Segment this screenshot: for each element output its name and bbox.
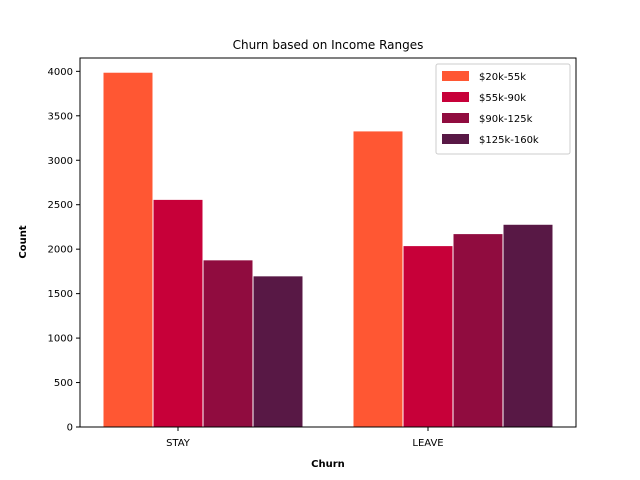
legend-swatch — [442, 71, 469, 81]
y-tick-label: 0 — [67, 423, 73, 434]
legend-label: $125k-160k — [479, 135, 539, 146]
legend-label: $20k-55k — [479, 72, 526, 83]
legend: $20k-55k $55k-90k $90k-125k $125k-160k — [435, 63, 571, 155]
y-tick-label: 2000 — [48, 245, 73, 256]
y-axis: 0 500 1000 1500 2000 2500 3000 3500 4000 — [48, 67, 80, 434]
x-tick-label: LEAVE — [412, 438, 443, 449]
y-tick-label: 500 — [54, 378, 73, 389]
y-tick-label: 1500 — [48, 289, 73, 300]
x-tick-label: STAY — [166, 438, 191, 449]
x-axis-title: Churn — [311, 459, 345, 470]
bar — [452, 233, 504, 428]
y-axis-title: Count — [18, 225, 29, 258]
legend-label: $90k-125k — [479, 114, 533, 125]
legend-swatch — [442, 134, 469, 144]
legend-label: $55k-90k — [479, 93, 526, 104]
x-axis: STAY LEAVE — [166, 427, 444, 449]
bar — [402, 245, 454, 428]
y-tick-label: 2500 — [48, 200, 73, 211]
bar — [502, 223, 554, 428]
y-tick-label: 1000 — [48, 334, 73, 345]
chart-title: Churn based on Income Ranges — [233, 38, 424, 52]
legend-swatch — [442, 92, 469, 102]
legend-swatch — [442, 113, 469, 123]
bar — [102, 71, 154, 428]
legend-box — [435, 63, 571, 155]
bar — [152, 198, 204, 428]
bar — [202, 259, 254, 428]
y-tick-label: 3000 — [48, 156, 73, 167]
bar — [352, 130, 404, 428]
y-tick-label: 3500 — [48, 111, 73, 122]
bars-group — [102, 71, 554, 428]
plot-frame — [79, 57, 577, 428]
bar — [252, 275, 304, 428]
y-tick-label: 4000 — [48, 67, 73, 78]
